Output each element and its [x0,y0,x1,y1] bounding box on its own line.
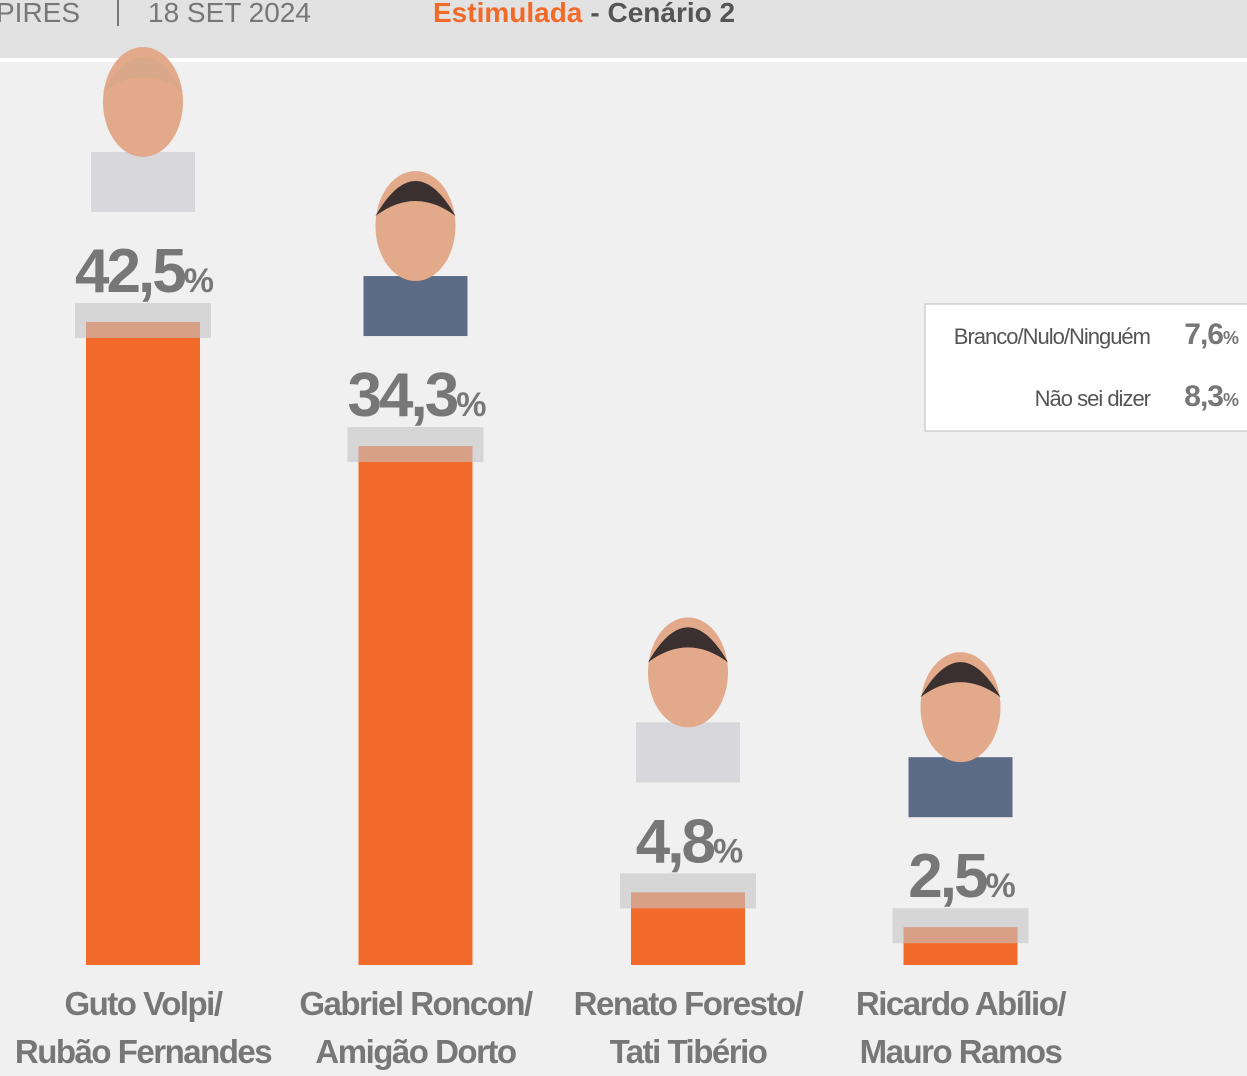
label-number: 42,5 [75,237,185,306]
header-place: PIRES [0,0,80,28]
category-label: Gabriel Roncon/ Amigão Dorto [276,980,556,1076]
page: PIRES 18 SET 2024 Estimulada- Cenário 2 … [0,0,1247,1076]
header-date: 18 SET 2024 [148,0,311,28]
others-name: Branco/Nulo/Ninguém [954,324,1150,349]
candidate-photo [364,171,468,336]
chart: PIRES 18 SET 2024 Estimulada- Cenário 2 … [0,0,1247,1076]
bar-cap [620,873,756,908]
label-number: 7,6 [1184,318,1223,351]
photo-shoulders [909,757,1013,817]
label-number: 8,3 [1184,380,1223,413]
header-kind: Estimulada [433,0,583,28]
bar-cap [75,303,211,338]
category-label: Ricardo Abílio/ Mauro Ramos [821,980,1101,1076]
label-unit: % [1223,328,1239,348]
label-unit: % [456,386,486,424]
category-label: Renato Foresto/ Tati Tibério [548,980,828,1076]
candidate-photo [909,652,1013,817]
others-name: Não sei dizer [1035,386,1151,411]
bar-cap [348,427,484,462]
bar [359,446,473,965]
value-label: 42,5% [75,237,214,306]
bar-cap [893,908,1029,943]
value-label: 4,8% [636,807,743,876]
value-label: 34,3% [348,361,487,430]
value-label: 2,5% [908,842,1015,911]
label-number: 2,5 [908,842,987,911]
label-unit: % [985,867,1015,905]
label-number: 34,3 [348,361,458,430]
bar [86,322,200,965]
candidate-photo [91,47,195,212]
photo-shoulders [91,152,195,212]
header-scenario: - Cenário 2 [590,0,735,28]
label-number: 4,8 [636,807,715,876]
label-unit: % [713,832,743,870]
candidate-photo [636,617,740,782]
category-label: Guto Volpi/ Rubão Fernandes [3,980,283,1076]
photo-shoulders [636,722,740,782]
label-unit: % [1223,390,1239,410]
photo-shoulders [364,276,468,336]
label-unit: % [184,262,214,300]
header-rule [0,58,1247,62]
